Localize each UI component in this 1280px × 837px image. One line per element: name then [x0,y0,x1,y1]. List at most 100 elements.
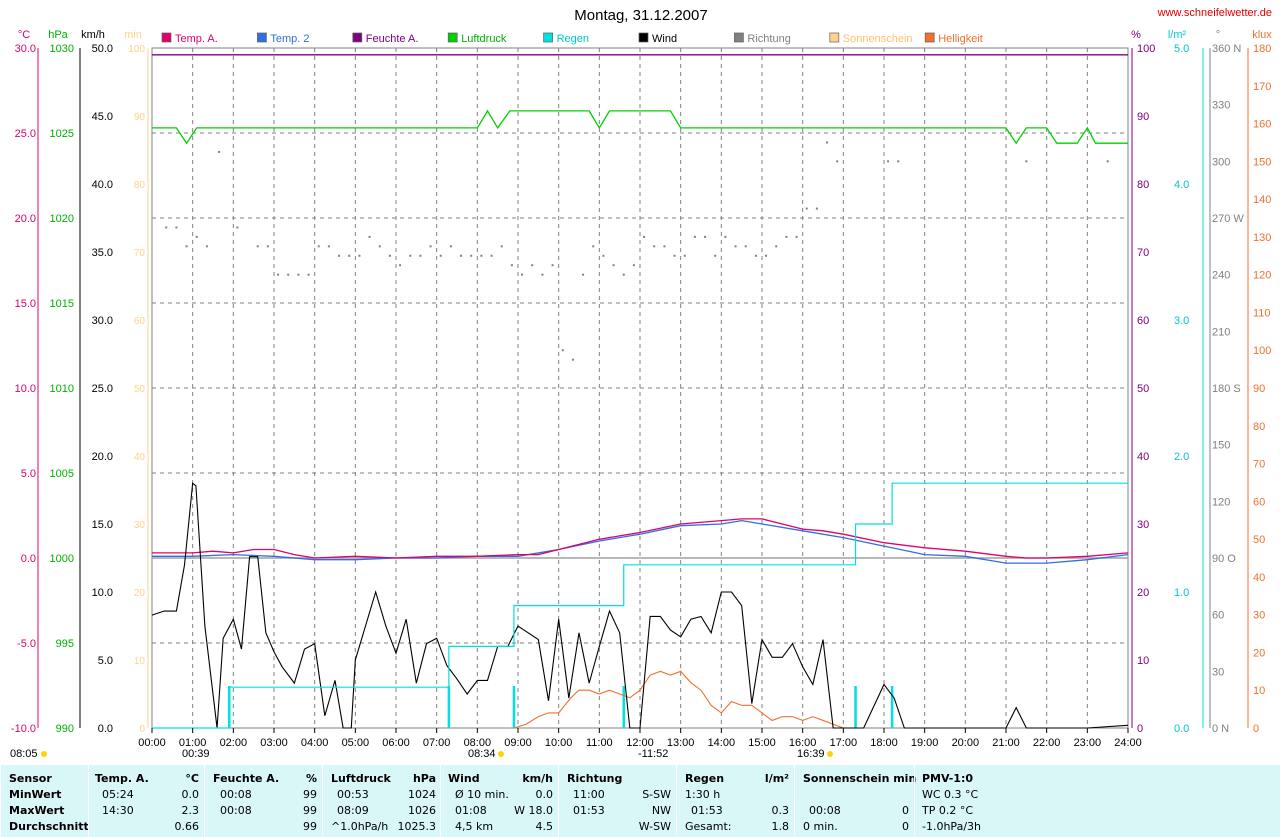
legend-swatch [352,32,363,43]
wind-tick-label: 40.0 [92,179,113,191]
direction-point [500,245,503,248]
direction-point [704,235,707,238]
sunrise-label: 08:05 [10,748,38,760]
moonset-label: 00:39 [182,748,210,760]
stats-pmv-title: PMV-1:0 [922,772,973,785]
direction-point [521,273,524,276]
direction-point [175,226,178,229]
legend-swatch [257,32,267,43]
direction-point [775,245,778,248]
direction-point [439,254,442,257]
wind-tick-label: 0.0 [98,723,113,735]
direction-point [653,245,656,248]
klux-tick-label: 130 [1253,232,1271,244]
stats-temp-max: 2.3 [181,804,200,817]
direction-point [348,254,351,257]
legend-label: Feuchte A. [366,33,419,45]
rain-tick-label: 0.0 [1174,723,1189,735]
direction-point [490,254,493,257]
wind-tick-label: 10.0 [92,587,113,599]
chart-axes: 30.025.020.015.010.05.00.0-5.0-10.010301… [10,29,1272,760]
rain-unit-label: l/m² [1168,29,1187,41]
direction-tick-label: 120 [1212,496,1230,508]
legend-label: Regen [557,33,589,45]
x-tick-label: 02:00 [220,737,248,749]
x-tick-label: 10:00 [545,737,573,749]
humidity-tick-label: 90 [1137,111,1149,123]
direction-point [683,254,686,257]
x-tick-label: 17:00 [830,737,858,749]
rain-tick-label: 3.0 [1174,315,1189,327]
legend-label: Temp. A. [175,33,218,45]
temp-tick-label: 0.0 [21,553,36,565]
temp-tick-label: 5.0 [21,468,36,480]
stats-rain-l1: 1:30 h [685,788,721,801]
x-tick-label: 23:00 [1074,737,1102,749]
direction-point [734,245,737,248]
stats-pmv: PMV-1:0 WC 0.3 °C TP 0.2 °C -1.0hPa/3h [914,765,1280,837]
direction-point [632,264,635,267]
stats-rain-v3: 1.8 [771,820,790,833]
direction-tick-label: 150 [1212,440,1230,452]
x-tick-label: 20:00 [952,737,980,749]
temp2-line [152,519,1129,564]
temp-tick-label: 10.0 [15,383,36,395]
direction-point [561,349,564,352]
x-tick-label: 01:00 [179,737,207,749]
direction-unit-label: ° [1216,29,1220,41]
direction-tick-label: 90 O [1212,553,1236,565]
pressure-tick-label: 1010 [50,383,74,395]
stats-wind-v2: W 18.0 [514,804,553,817]
humidity-tick-label: 10 [1137,655,1149,667]
stats-direction-t1: 11:00 [573,788,605,801]
direction-point [460,254,463,257]
stats-wind-v3: 4.5 [535,820,554,833]
direction-tick-label: 60 [1212,610,1224,622]
klux-tick-label: 60 [1253,496,1265,508]
legend-label: Sonnenschein [843,33,913,45]
pressure-tick-label: 1025 [50,128,74,140]
humidity-tick-label: 20 [1137,587,1149,599]
x-tick-label: 04:00 [301,737,329,749]
stats-pressure-max-time: 08:09 [337,804,369,817]
stats-rain-l2: 01:53 [691,804,723,817]
klux-tick-label: 40 [1253,572,1265,584]
x-tick-label: 09:00 [504,737,532,749]
sun-set-mark-label: 16:39 [797,748,825,760]
legend-label: Wind [652,33,677,45]
stats-pressure-min: 1024 [408,788,436,801]
wind-tick-label: 45.0 [92,111,113,123]
wind-line [151,482,1129,729]
direction-point [785,235,788,238]
direction-point [795,235,798,238]
sun-icon [498,751,504,757]
pressure-tick-label: 995 [56,638,74,650]
stats-wind: Wind km/h Ø 10 min. 0.0 01:08 W 18.0 4,5… [440,765,559,837]
stats-pressure: Luftdruck hPa 00:53 1024 08:09 1026 ^1.0… [322,765,441,837]
stats-wind-l3: 4,5 km [455,820,494,833]
direction-point [622,273,625,276]
humidity-tick-label: 80 [1137,179,1149,191]
stats-direction-v1: S-SW [642,788,671,801]
klux-tick-label: 20 [1253,647,1265,659]
stats-humidity-title: Feuchte A. [213,772,280,785]
klux-tick-label: 0 [1253,723,1259,735]
stats-sunshine-title: Sonnenschein min [803,772,917,785]
direction-point [388,254,391,257]
stats-sensor-title: Sensor [9,772,52,785]
sun-tick-label: 20 [134,588,146,599]
stats-row-min: MinWert [9,788,62,801]
stats-wind-v1: 0.0 [535,788,554,801]
stats-temp-unit: °C [185,772,199,785]
pressure-unit-label: hPa [48,29,68,41]
direction-point [765,254,768,257]
stats-temp-min: 0.0 [181,788,200,801]
direction-tick-label: 210 [1212,326,1230,338]
pressure-tick-label: 1000 [50,553,74,565]
direction-point [266,245,269,248]
direction-point [449,245,452,248]
rain-line [152,482,1128,729]
temp-tick-label: -10.0 [11,723,36,735]
stats-pressure-title: Luftdruck [331,772,391,785]
chart-grid [151,47,1129,729]
